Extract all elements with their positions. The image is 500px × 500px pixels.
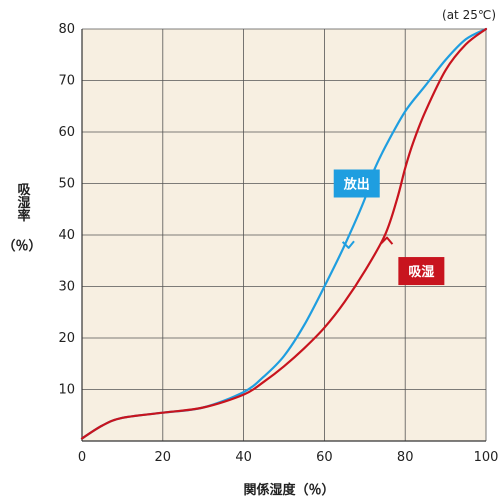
series-label-desorption: 放出 — [333, 169, 380, 198]
y-axis-label: 吸湿率 — [15, 183, 31, 223]
x-tick-labels: 0 20 40 60 80 100 — [78, 450, 499, 465]
direction-arrow-adsorption — [380, 236, 394, 245]
y-tick-label: 10 — [58, 383, 75, 398]
x-tick-label: 100 — [474, 450, 499, 465]
series-label-text: 放出 — [343, 177, 370, 193]
y-tick-label: 50 — [58, 177, 75, 192]
x-tick-label: 40 — [235, 450, 252, 465]
x-tick-label: 20 — [155, 450, 172, 465]
x-tick-label: 60 — [316, 450, 333, 465]
y-tick-label: 70 — [58, 74, 75, 89]
y-tick-label: 60 — [58, 125, 75, 140]
series-line-adsorption — [80, 27, 488, 440]
y-tick-label: 80 — [58, 22, 75, 37]
y-axis-unit: （％） — [2, 238, 41, 254]
series-lines — [80, 27, 488, 440]
y-tick-labels: 10 20 30 40 50 60 70 80 — [58, 22, 75, 398]
y-tick-label: 20 — [58, 331, 75, 346]
grid-lines — [81, 28, 487, 442]
x-tick-label: 0 — [78, 450, 86, 465]
temperature-note: (at 25℃) — [442, 8, 496, 22]
y-tick-label: 40 — [58, 228, 75, 243]
direction-arrow-desorption — [341, 240, 355, 249]
x-axis-label: 関係湿度（％） — [243, 482, 334, 498]
series-label-adsorption: 吸湿 — [398, 257, 445, 286]
series-label-box — [398, 257, 445, 286]
series-label-text: 吸湿 — [408, 265, 434, 280]
y-tick-label: 30 — [58, 280, 75, 295]
x-tick-label: 80 — [397, 450, 414, 465]
series-label-box — [333, 169, 380, 198]
